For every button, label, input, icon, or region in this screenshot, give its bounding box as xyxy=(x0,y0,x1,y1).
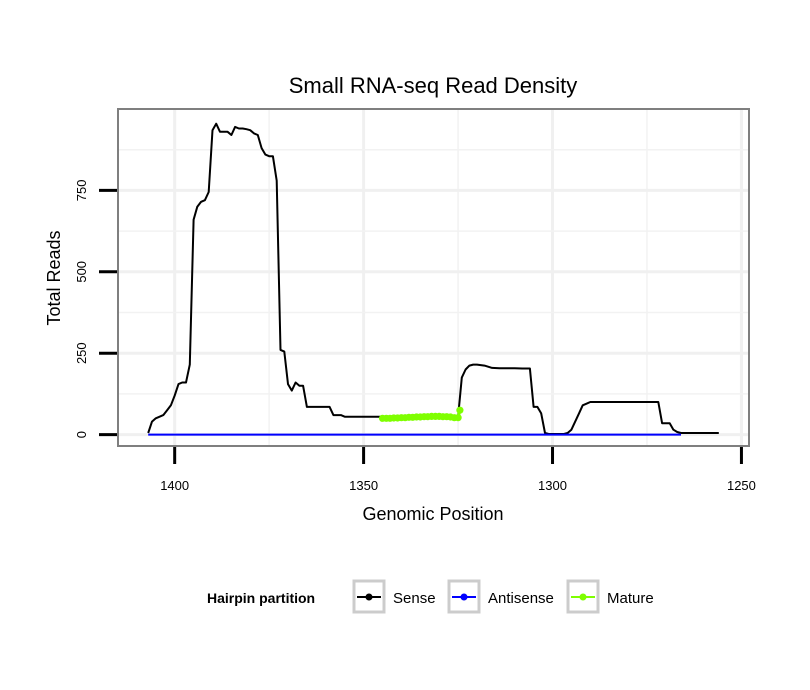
y-axis: 0 250 500 750 xyxy=(74,180,117,438)
x-tick-label-2: 1300 xyxy=(538,478,567,493)
x-tick-label-3: 1250 xyxy=(727,478,756,493)
y-tick-label-3: 750 xyxy=(74,180,89,202)
series-line-sense xyxy=(147,122,719,435)
legend-dot-sense xyxy=(365,593,373,601)
x-axis-title: Genomic Position xyxy=(362,504,503,524)
chart-title: Small RNA-seq Read Density xyxy=(289,73,578,98)
legend-dot-antisense xyxy=(460,593,468,601)
y-tick-label-1: 250 xyxy=(74,342,89,364)
legend-item-mature: Mature xyxy=(566,579,654,614)
y-tick-label-2: 500 xyxy=(74,261,89,283)
legend: Hairpin partition Sense Antisense Mature xyxy=(207,579,654,614)
series-point-mature-20 xyxy=(454,414,462,422)
x-tick-label-1: 1350 xyxy=(349,478,378,493)
plot-panel xyxy=(117,108,750,447)
legend-title: Hairpin partition xyxy=(207,590,315,606)
legend-item-antisense: Antisense xyxy=(447,579,554,614)
legend-dot-mature xyxy=(579,593,587,601)
plot-border xyxy=(117,108,750,447)
legend-label-antisense: Antisense xyxy=(488,590,554,607)
x-tick-label-0: 1400 xyxy=(160,478,189,493)
x-axis: 1400 1350 1300 1250 xyxy=(160,447,756,493)
y-axis-title: Total Reads xyxy=(44,230,64,325)
series-point-mature-21 xyxy=(456,406,464,414)
legend-label-mature: Mature xyxy=(607,590,654,607)
legend-label-sense: Sense xyxy=(393,590,436,607)
data-layer xyxy=(147,122,719,436)
plot-background xyxy=(118,109,749,446)
legend-item-sense: Sense xyxy=(352,579,436,614)
y-tick-label-0: 0 xyxy=(74,431,89,438)
